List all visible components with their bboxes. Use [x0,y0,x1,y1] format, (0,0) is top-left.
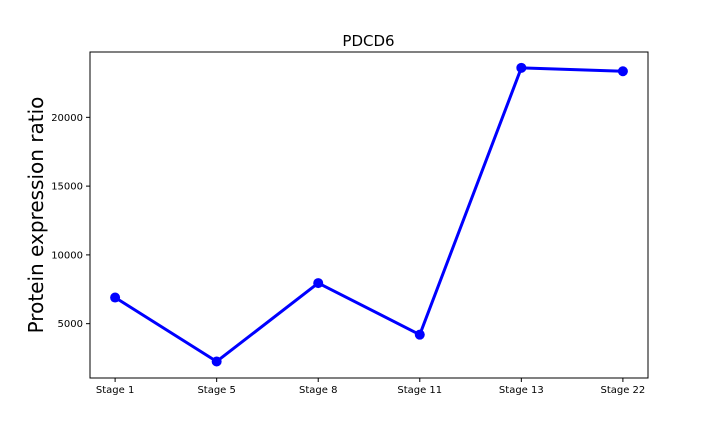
y-tick-label: 5000 [58,319,83,330]
y-tick-label: 10000 [51,250,83,261]
plot-frame [89,51,649,379]
x-axis-ticks: Stage 1 Stage 5 Stage 8 Stage 11 Stage 13 Sta… [96,378,645,396]
x-tick-label: Stage 13 [499,385,544,396]
data-point [617,66,628,77]
x-tick-label: Stage 5 [197,385,235,396]
series-layer [110,62,628,367]
data-point [414,329,425,340]
x-tick-label: Stage 1 [96,385,134,396]
data-point [313,278,324,289]
data-point [110,292,121,303]
x-tick-label: Stage 8 [299,385,337,396]
y-tick-label: 20000 [51,113,83,124]
series-line [113,66,625,363]
chart-title: PDCD6 [342,32,394,50]
x-tick-label: Stage 22 [600,385,645,396]
y-axis-label: Protein expression ratio [24,97,48,334]
y-tick-label: 15000 [51,182,83,193]
data-point [211,356,222,367]
data-point [516,62,527,73]
y-axis-ticks: 5000 10000 15000 20000 [51,113,90,330]
x-tick-label: Stage 11 [397,385,442,396]
